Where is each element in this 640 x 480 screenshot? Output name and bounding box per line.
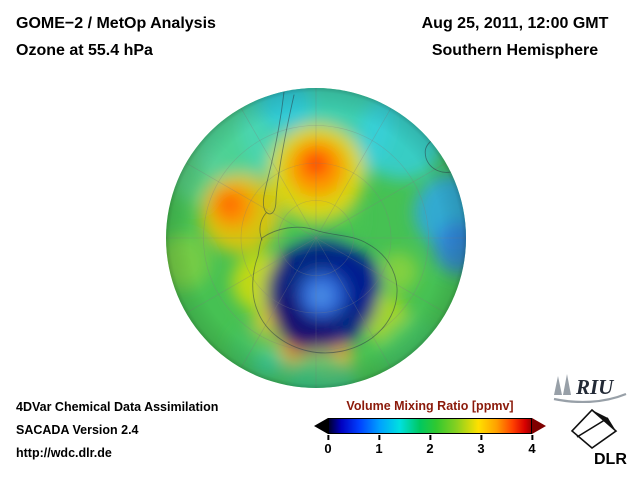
colorbar: Volume Mixing Ratio [ppmv] 0 1 2 3 4 — [314, 399, 546, 457]
colorbar-title: Volume Mixing Ratio [ppmv] — [346, 399, 514, 413]
hemisphere-label: Southern Hemisphere — [431, 42, 599, 59]
riu-logo-text: RIU — [575, 375, 615, 399]
colorbar-ticks: 0 1 2 3 4 — [324, 435, 536, 457]
colorbar-gradient — [328, 418, 532, 434]
dlr-logo-icon — [570, 408, 618, 450]
riu-cathedral-icon — [554, 374, 571, 395]
dlr-logo: DLR — [564, 407, 628, 472]
analysis-datetime: Aug 25, 2011, 12:00 GMT — [421, 15, 609, 32]
footer-credits: 4DVar Chemical Data Assimilation SACADA … — [16, 396, 218, 465]
colorbar-tick-3: 3 — [477, 435, 485, 456]
riu-logo: RIU — [552, 373, 628, 408]
dlr-logo-text: DLR — [594, 451, 627, 467]
credit-line-version: SACADA Version 2.4 — [16, 423, 139, 437]
coast-africa-tip — [383, 95, 413, 103]
colorbar-right-arrow — [532, 418, 546, 434]
credit-line-assimilation: 4DVar Chemical Data Assimilation — [16, 400, 219, 414]
header-right: Aug 25, 2011, 12:00 GMT Southern Hemisph… — [404, 10, 626, 64]
colorbar-tick-2: 2 — [426, 435, 434, 456]
colorbar-left-arrow — [314, 418, 328, 434]
analysis-subtitle: Ozone at 55.4 hPa — [16, 42, 153, 59]
colorbar-bar — [314, 418, 546, 434]
colorbar-tick-0: 0 — [324, 435, 332, 456]
colorbar-tick-4: 4 — [528, 435, 536, 456]
colorbar-tick-1: 1 — [375, 435, 383, 456]
credit-line-url: http://wdc.dlr.de — [16, 446, 112, 460]
globe-limb-shading — [166, 88, 466, 388]
analysis-title: GOME−2 / MetOp Analysis — [16, 15, 216, 32]
header-left: GOME−2 / MetOp Analysis Ozone at 55.4 hP… — [16, 10, 216, 64]
riu-swoosh — [553, 392, 627, 404]
